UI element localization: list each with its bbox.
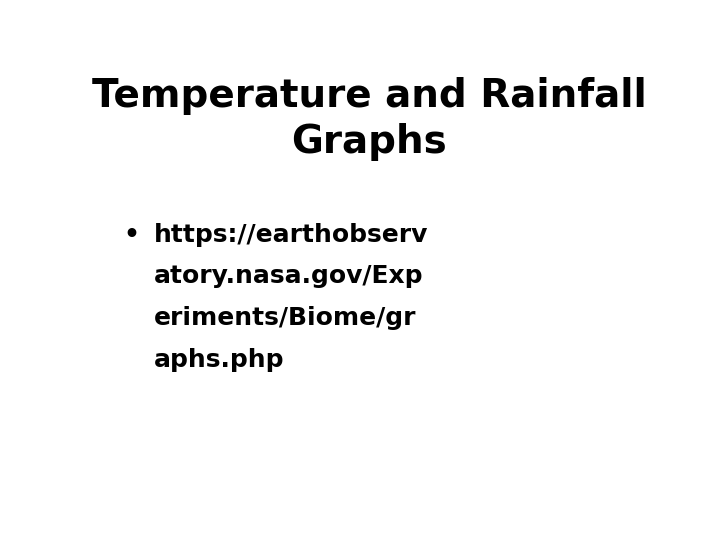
Text: eriments/Biome/gr: eriments/Biome/gr bbox=[154, 306, 417, 330]
Text: https://earthobserv: https://earthobserv bbox=[154, 223, 428, 247]
Text: Temperature and Rainfall
Graphs: Temperature and Rainfall Graphs bbox=[91, 77, 647, 161]
Text: atory.nasa.gov/Exp: atory.nasa.gov/Exp bbox=[154, 265, 423, 288]
Text: •: • bbox=[124, 223, 140, 247]
Text: aphs.php: aphs.php bbox=[154, 348, 284, 372]
